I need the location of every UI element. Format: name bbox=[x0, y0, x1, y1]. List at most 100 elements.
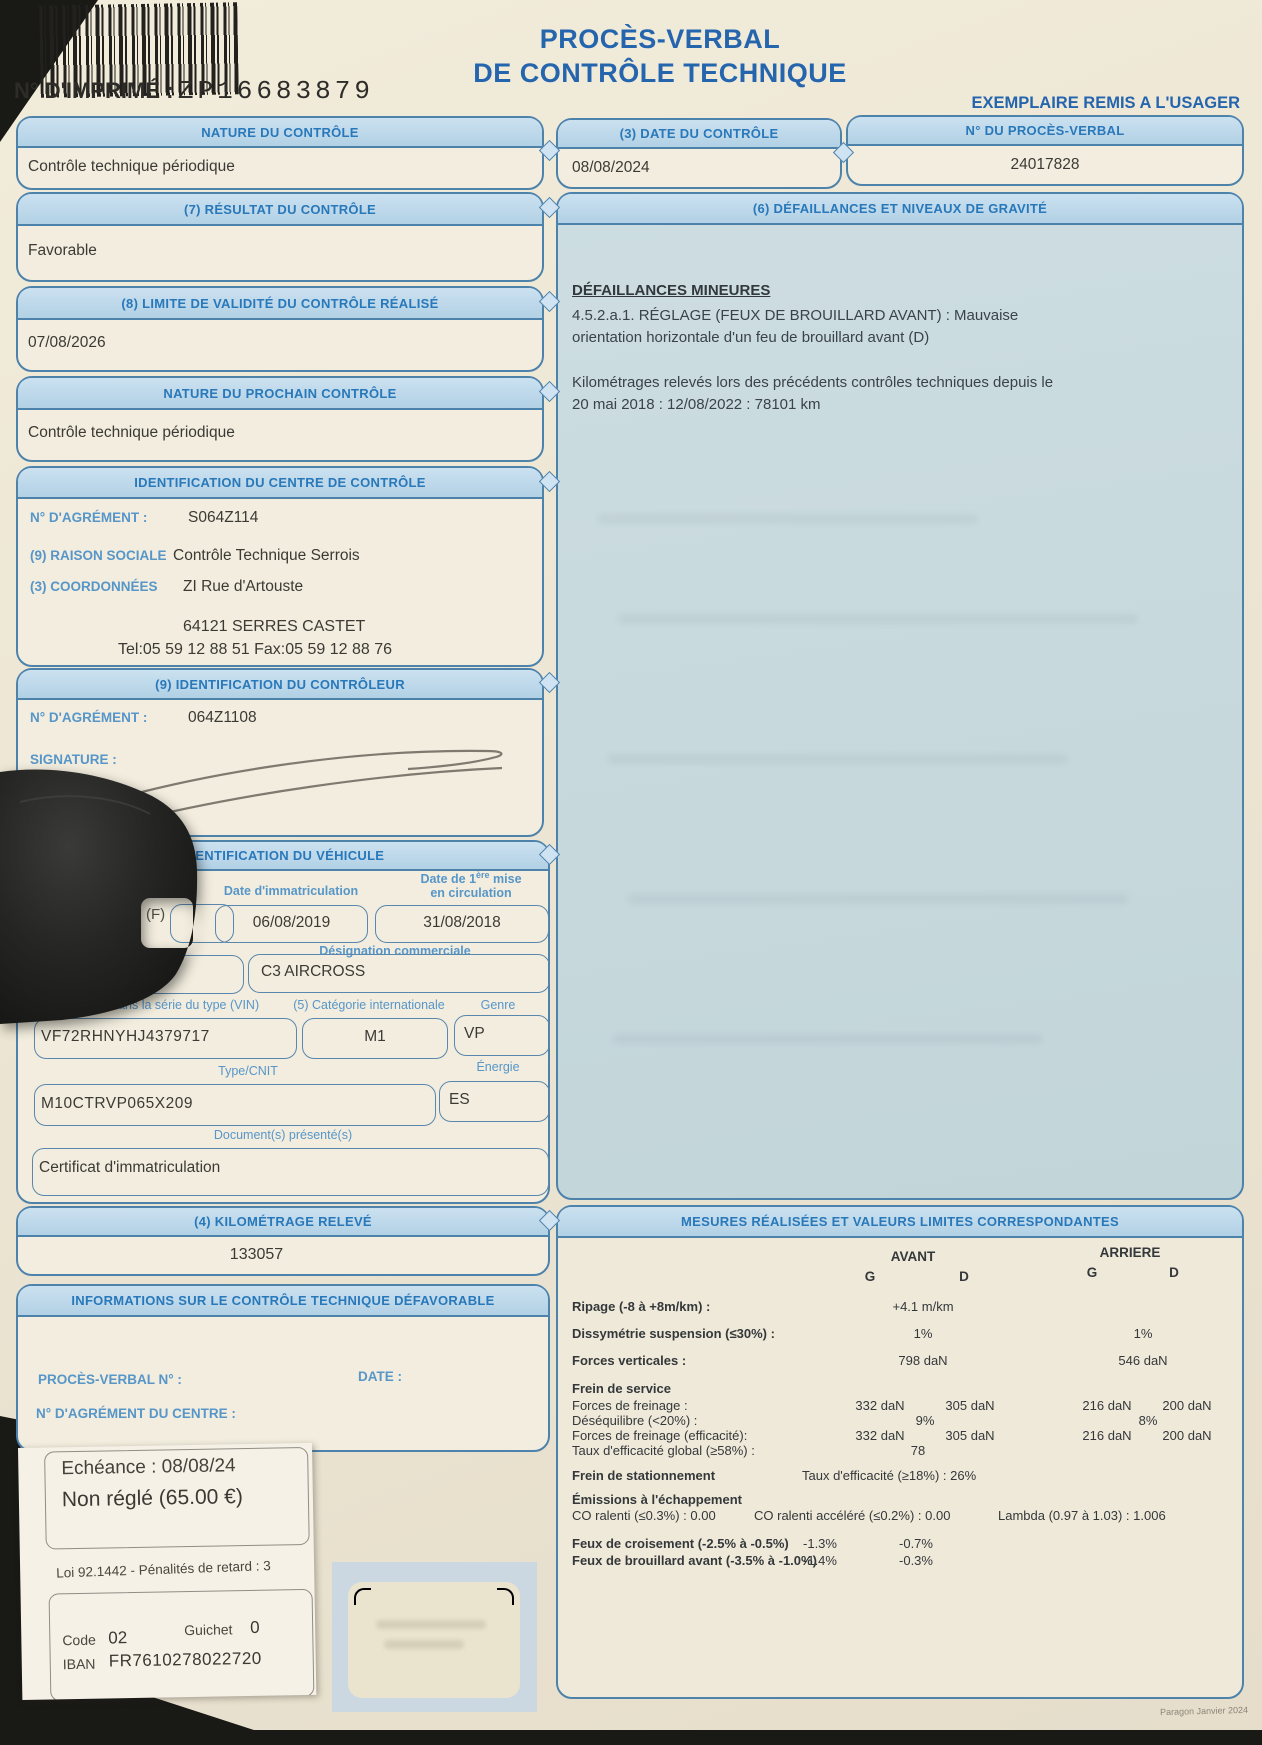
printed-number-label: N° D'IMPRIMÉ : bbox=[14, 78, 174, 103]
dark-bottom-edge bbox=[0, 1730, 1262, 1745]
col-avant: AVANT bbox=[890, 1249, 936, 1264]
documents-label: Document(s) présenté(s) bbox=[213, 1128, 353, 1142]
desequilibre-avant: 9% bbox=[915, 1413, 935, 1428]
ripage-avant: +4.1 m/km bbox=[892, 1299, 954, 1314]
code-iban-box: Code 02 Guichet 0 IBAN FR7610278022720 bbox=[48, 1588, 315, 1700]
infos-pv-label: PROCÈS-VERBAL N° : bbox=[38, 1372, 182, 1387]
section-title: INFORMATIONS SUR LE CONTRÔLE TECHNIQUE D… bbox=[18, 1286, 548, 1317]
freinage-avant-g: 332 daN bbox=[855, 1398, 905, 1413]
feux-croisement-d: -0.7% bbox=[899, 1536, 933, 1551]
sticker bbox=[348, 1582, 520, 1698]
ripage-label: Ripage (-8 à +8m/km) : bbox=[572, 1299, 711, 1314]
feux-croisement-g: -1.3% bbox=[803, 1536, 837, 1551]
co-ralenti: CO ralenti (≤0.3%) : 0.00 bbox=[572, 1508, 716, 1523]
energie-label: Énergie bbox=[476, 1060, 520, 1074]
date-immat-box: 06/08/2019 bbox=[215, 905, 368, 943]
document-title-line1: PROCÈS-VERBAL bbox=[539, 24, 781, 54]
categorie-box: M1 bbox=[302, 1018, 448, 1059]
pays-value: (F) bbox=[146, 906, 166, 923]
section-centre-controle: IDENTIFICATION DU CENTRE DE CONTRÔLE N° … bbox=[16, 466, 544, 667]
section-title: (6) DÉFAILLANCES ET NIVEAUX DE GRAVITÉ bbox=[558, 194, 1242, 225]
feux-brouillard-g: -1.4% bbox=[803, 1553, 837, 1568]
dissymetrie-label: Dissymétrie suspension (≤30%) : bbox=[572, 1326, 775, 1341]
freinage-arriere-d: 200 daN bbox=[1162, 1398, 1212, 1413]
col-arriere: ARRIERE bbox=[1099, 1245, 1161, 1260]
section-title: (8) LIMITE DE VALIDITÉ DU CONTRÔLE RÉALI… bbox=[18, 288, 542, 320]
defect-line2: orientation horizontale d'un feu de brou… bbox=[572, 329, 930, 346]
col-avant-g: G bbox=[864, 1269, 876, 1284]
vin-box: VF72RHNYHJ4379717 bbox=[34, 1018, 297, 1059]
printed-number: N° D'IMPRIMÉ : ZP16683879 bbox=[14, 76, 374, 106]
document-title-line2: DE CONTRÔLE TECHNIQUE bbox=[473, 58, 847, 88]
type-cnit-box: M10CTRVP065X209 bbox=[34, 1084, 436, 1126]
col-arriere-d: D bbox=[1169, 1265, 1179, 1280]
documents-box: Certificat d'immatriculation bbox=[32, 1148, 549, 1196]
designation-box: C3 AIRCROSS bbox=[248, 954, 550, 993]
frein-stationnement-label: Frein de stationnement bbox=[572, 1468, 716, 1483]
lambda: Lambda (0.97 à 1.03) : 1.006 bbox=[998, 1508, 1166, 1523]
show-through bbox=[618, 614, 1138, 624]
feux-brouillard-label: Feux de brouillard avant (-3.5% à -1.0%) bbox=[572, 1553, 817, 1568]
section-limite-validite: (8) LIMITE DE VALIDITÉ DU CONTRÔLE RÉALI… bbox=[16, 286, 544, 372]
show-through bbox=[613, 1034, 1043, 1044]
section-title: MESURES RÉALISÉES ET VALEURS LIMITES COR… bbox=[558, 1207, 1242, 1238]
prochain-controle-value: Contrôle technique périodique bbox=[28, 424, 235, 441]
frein-stationnement-value: Taux d'efficacité (≥18%) : 26% bbox=[802, 1468, 977, 1483]
section-infos-defavorable: INFORMATIONS SUR LE CONTRÔLE TECHNIQUE D… bbox=[16, 1284, 550, 1452]
efficacite-avant-d: 305 daN bbox=[945, 1428, 995, 1443]
section-mesures: MESURES RÉALISÉES ET VALEURS LIMITES COR… bbox=[556, 1205, 1244, 1699]
section-title: (3) DATE DU CONTRÔLE bbox=[558, 120, 840, 149]
efficacite-avant-g: 332 daN bbox=[855, 1428, 905, 1443]
faint-print bbox=[376, 1620, 486, 1629]
desequilibre-label: Déséquilibre (<20%) : bbox=[572, 1413, 698, 1428]
efficacite-arriere-g: 216 daN bbox=[1082, 1428, 1132, 1443]
centre-coordonnees-value: ZI Rue d'Artouste bbox=[183, 578, 304, 595]
date-mec-label: Date de 1ère mise en circulation bbox=[420, 870, 522, 901]
numero-pv-value: 24017828 bbox=[1010, 156, 1080, 173]
iban-value: FR7610278022720 bbox=[108, 1648, 262, 1671]
freinage-avant-d: 305 daN bbox=[945, 1398, 995, 1413]
section-kilometrage: (4) KILOMÉTRAGE RELEVÉ 133057 bbox=[16, 1206, 550, 1276]
sticker-corner-slit bbox=[497, 1588, 514, 1605]
copy-notice: EXEMPLAIRE REMIS A L'USAGER bbox=[971, 94, 1240, 112]
section-defaillances: (6) DÉFAILLANCES ET NIVEAUX DE GRAVITÉ D… bbox=[556, 192, 1244, 1200]
energie-box: ES bbox=[439, 1081, 550, 1122]
limite-validite-value: 07/08/2026 bbox=[28, 334, 106, 351]
km-history-line2: 20 mai 2018 : 12/08/2022 : 78101 km bbox=[572, 396, 821, 413]
faint-print bbox=[384, 1640, 464, 1649]
resultat-value: Favorable bbox=[28, 242, 97, 259]
dissymetrie-avant: 1% bbox=[913, 1326, 933, 1341]
echeance-text: Echéance : 08/08/24 bbox=[61, 1455, 236, 1480]
date-controle-value: 08/08/2024 bbox=[572, 159, 650, 176]
freinage-arriere-g: 216 daN bbox=[1082, 1398, 1132, 1413]
car-key-fob bbox=[0, 769, 198, 1024]
show-through bbox=[598, 514, 978, 524]
nature-controle-value: Contrôle technique périodique bbox=[28, 158, 235, 175]
defect-line1: 4.5.2.a.1. RÉGLAGE (FEUX DE BROUILLARD A… bbox=[572, 307, 1019, 324]
signature-label: SIGNATURE : bbox=[30, 752, 117, 767]
centre-raison-label: (9) RAISON SOCIALE bbox=[30, 548, 167, 563]
col-arriere-g: G bbox=[1086, 1265, 1098, 1280]
section-numero-pv: N° DU PROCÈS-VERBAL 24017828 bbox=[846, 115, 1244, 186]
echeance-box: Echéance : 08/08/24 Non réglé (65.00 €) bbox=[44, 1446, 310, 1550]
frein-service-label: Frein de service bbox=[572, 1381, 671, 1396]
feux-brouillard-d: -0.3% bbox=[899, 1553, 933, 1568]
freinage-label: Forces de freinage : bbox=[572, 1398, 688, 1413]
controleur-agrement-label: N° D'AGRÉMENT : bbox=[30, 710, 148, 725]
emissions-label: Émissions à l'échappement bbox=[572, 1492, 742, 1507]
section-title: N° DU PROCÈS-VERBAL bbox=[848, 117, 1242, 146]
forces-verticales-arriere: 546 daN bbox=[1118, 1353, 1168, 1368]
code-value: 02 bbox=[108, 1628, 128, 1648]
section-controleur: (9) IDENTIFICATION DU CONTRÔLEUR N° D'AG… bbox=[16, 668, 544, 837]
printed-number-value: ZP16683879 bbox=[177, 76, 374, 106]
centre-telfax: Tel:05 59 12 88 51 Fax:05 59 12 88 76 bbox=[118, 641, 392, 658]
infos-date-label: DATE : bbox=[358, 1369, 402, 1384]
centre-ville: 64121 SERRES CASTET bbox=[183, 618, 366, 635]
section-resultat: (7) RÉSULTAT DU CONTRÔLE Favorable bbox=[16, 192, 544, 282]
km-history-line1: Kilométrages relevés lors des précédents… bbox=[572, 374, 1054, 391]
genre-box: VP bbox=[454, 1015, 550, 1056]
efficacite-arriere-d: 200 daN bbox=[1162, 1428, 1212, 1443]
forces-verticales-avant: 798 daN bbox=[898, 1353, 948, 1368]
sticker-corner-slit bbox=[354, 1588, 371, 1605]
